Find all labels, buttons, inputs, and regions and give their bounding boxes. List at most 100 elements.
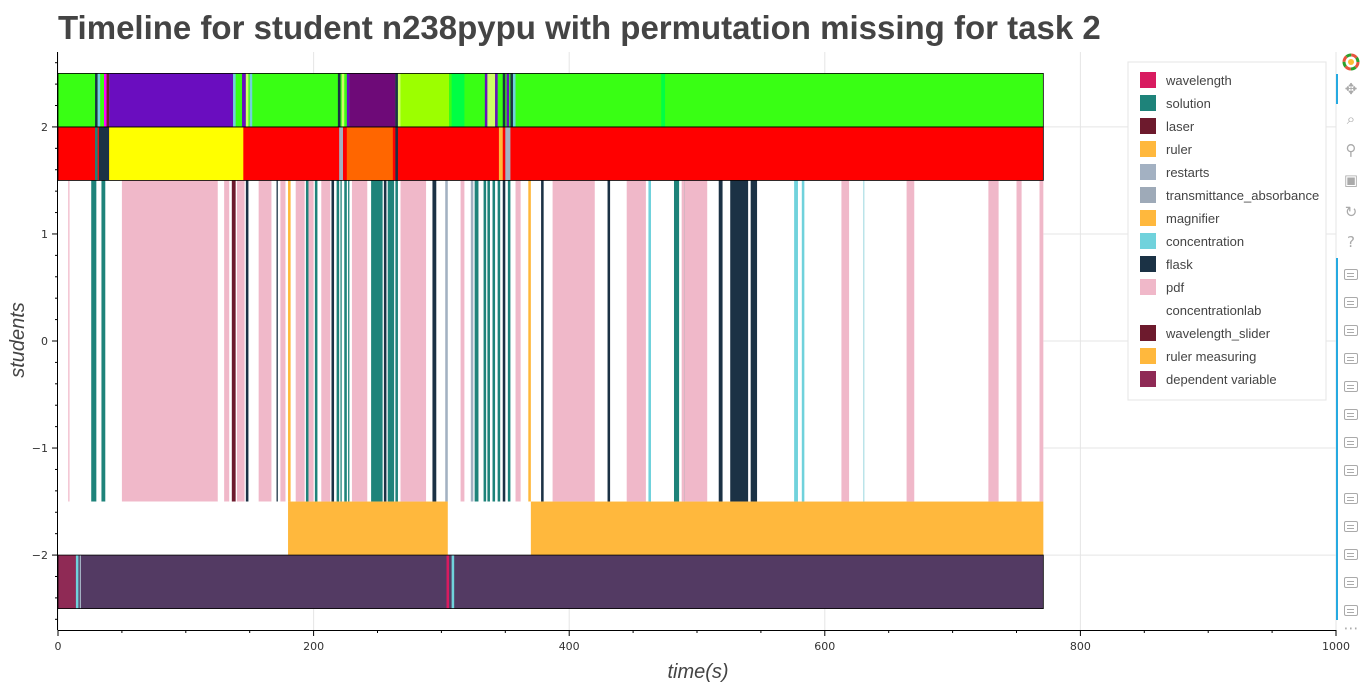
timeline-row-4-base[interactable] bbox=[58, 555, 1044, 609]
timeline-segment[interactable] bbox=[487, 73, 496, 127]
timeline-segment[interactable] bbox=[673, 180, 680, 502]
legend[interactable]: wavelength solution laser ruler restarts tran… bbox=[1127, 61, 1327, 401]
hover-tool-icon[interactable] bbox=[1340, 600, 1362, 620]
timeline-segment[interactable] bbox=[242, 73, 246, 127]
more-tools-icon[interactable]: ⋯ bbox=[1343, 619, 1359, 637]
timeline-segment[interactable] bbox=[681, 180, 685, 502]
timeline-segment[interactable] bbox=[495, 73, 498, 127]
timeline-segment[interactable] bbox=[346, 126, 393, 181]
timeline-segment[interactable] bbox=[661, 73, 666, 127]
timeline-segment[interactable] bbox=[502, 73, 506, 127]
hover-tool-icon[interactable] bbox=[1340, 320, 1362, 340]
timeline-segment[interactable] bbox=[224, 180, 230, 502]
timeline-segment[interactable] bbox=[446, 555, 450, 609]
timeline-segment[interactable] bbox=[339, 126, 343, 181]
timeline-segment[interactable] bbox=[451, 73, 465, 127]
timeline-segment[interactable] bbox=[684, 180, 708, 502]
timeline-segment[interactable] bbox=[841, 180, 850, 502]
timeline-segment[interactable] bbox=[351, 180, 368, 502]
pan-icon[interactable]: ✥ bbox=[1344, 80, 1358, 98]
timeline-segment[interactable] bbox=[321, 180, 331, 502]
legend-item[interactable]: solution bbox=[1140, 95, 1211, 111]
hover-tool-icon[interactable] bbox=[1340, 488, 1362, 508]
timeline-segment[interactable] bbox=[445, 180, 448, 502]
timeline-segment[interactable] bbox=[626, 180, 646, 502]
legend-item[interactable]: restarts bbox=[1140, 164, 1210, 180]
box-zoom-icon[interactable]: ⌕ bbox=[1346, 110, 1356, 128]
timeline-segment[interactable] bbox=[383, 180, 387, 502]
hover-tool-icon[interactable] bbox=[1340, 516, 1362, 536]
timeline-segment[interactable] bbox=[68, 180, 70, 502]
timeline-segment[interactable] bbox=[98, 126, 110, 181]
legend-item[interactable]: pdf bbox=[1140, 279, 1184, 295]
timeline-segment[interactable] bbox=[730, 180, 749, 502]
timeline-segment[interactable] bbox=[484, 73, 488, 127]
timeline-segment[interactable] bbox=[750, 180, 758, 502]
timeline-segment[interactable] bbox=[906, 180, 915, 502]
hover-tool-icon[interactable] bbox=[1340, 264, 1362, 284]
timeline-segment[interactable] bbox=[395, 126, 398, 181]
timeline-segment[interactable] bbox=[336, 180, 340, 502]
timeline-segment[interactable] bbox=[498, 126, 503, 181]
timeline-segment[interactable] bbox=[607, 180, 611, 502]
timeline-segment[interactable] bbox=[1016, 180, 1022, 502]
timeline-segment[interactable] bbox=[530, 501, 1044, 556]
timeline-segment[interactable] bbox=[340, 180, 342, 502]
legend-item[interactable]: magnifier bbox=[1140, 210, 1220, 226]
timeline-row-2-base[interactable] bbox=[58, 180, 1044, 502]
legend-item[interactable]: transmittance_absorbance bbox=[1140, 187, 1319, 203]
timeline-segment[interactable] bbox=[487, 180, 490, 502]
timeline-segment[interactable] bbox=[400, 73, 450, 127]
timeline-segment[interactable] bbox=[400, 180, 427, 502]
timeline-segment[interactable] bbox=[58, 555, 76, 609]
timeline-segment[interactable] bbox=[233, 73, 236, 127]
timeline-segment[interactable] bbox=[331, 180, 335, 502]
timeline-segment[interactable] bbox=[483, 180, 487, 502]
timeline-segment[interactable] bbox=[470, 180, 474, 502]
legend-item[interactable]: wavelength bbox=[1140, 72, 1232, 88]
timeline-segment[interactable] bbox=[492, 180, 496, 502]
timeline-segment[interactable] bbox=[348, 180, 350, 502]
hover-tool-icon[interactable] bbox=[1340, 544, 1362, 564]
timeline-segment[interactable] bbox=[249, 73, 253, 127]
timeline-segment[interactable] bbox=[505, 126, 511, 181]
help-icon[interactable]: ? bbox=[1347, 233, 1355, 251]
hover-tool-icon[interactable] bbox=[1340, 292, 1362, 312]
hover-tool-icon[interactable] bbox=[1340, 348, 1362, 368]
wheel-zoom-icon[interactable]: ⚲ bbox=[1345, 141, 1357, 159]
timeline-segment[interactable] bbox=[515, 180, 521, 502]
timeline-segment[interactable] bbox=[245, 180, 249, 502]
timeline-segment[interactable] bbox=[104, 73, 107, 127]
timeline-segment[interactable] bbox=[371, 180, 383, 502]
timeline-segment[interactable] bbox=[109, 126, 244, 181]
hover-tool-icon[interactable] bbox=[1340, 460, 1362, 480]
timeline-segment[interactable] bbox=[245, 73, 249, 127]
timeline-segment[interactable] bbox=[552, 180, 595, 502]
timeline-segment[interactable] bbox=[79, 555, 82, 609]
legend-item[interactable]: concentrationlab bbox=[1140, 302, 1261, 318]
timeline-segment[interactable] bbox=[95, 126, 98, 181]
timeline-segment[interactable] bbox=[497, 180, 501, 502]
hover-tool-icon[interactable] bbox=[1340, 376, 1362, 396]
timeline-segment[interactable] bbox=[236, 180, 245, 502]
timeline-segment[interactable] bbox=[337, 73, 341, 127]
legend-item[interactable]: ruler measuring bbox=[1140, 348, 1256, 364]
timeline-segment[interactable] bbox=[502, 180, 506, 502]
timeline-segment[interactable] bbox=[91, 180, 97, 502]
timeline-segment[interactable] bbox=[506, 73, 510, 127]
timeline-segment[interactable] bbox=[344, 180, 347, 502]
timeline-segment[interactable] bbox=[121, 180, 218, 502]
legend-item[interactable]: wavelength_slider bbox=[1140, 325, 1271, 341]
timeline-segment[interactable] bbox=[288, 180, 291, 502]
timeline-segment[interactable] bbox=[460, 180, 465, 502]
timeline-segment[interactable] bbox=[109, 73, 234, 127]
legend-item[interactable]: ruler bbox=[1140, 141, 1193, 157]
timeline-segment[interactable] bbox=[387, 180, 395, 502]
legend-item[interactable]: dependent variable bbox=[1140, 371, 1277, 387]
timeline-segment[interactable] bbox=[474, 180, 479, 502]
timeline-segment[interactable] bbox=[258, 180, 272, 502]
timeline-segment[interactable] bbox=[512, 73, 516, 127]
timeline-segment[interactable] bbox=[231, 180, 236, 502]
timeline-segment[interactable] bbox=[395, 73, 398, 127]
